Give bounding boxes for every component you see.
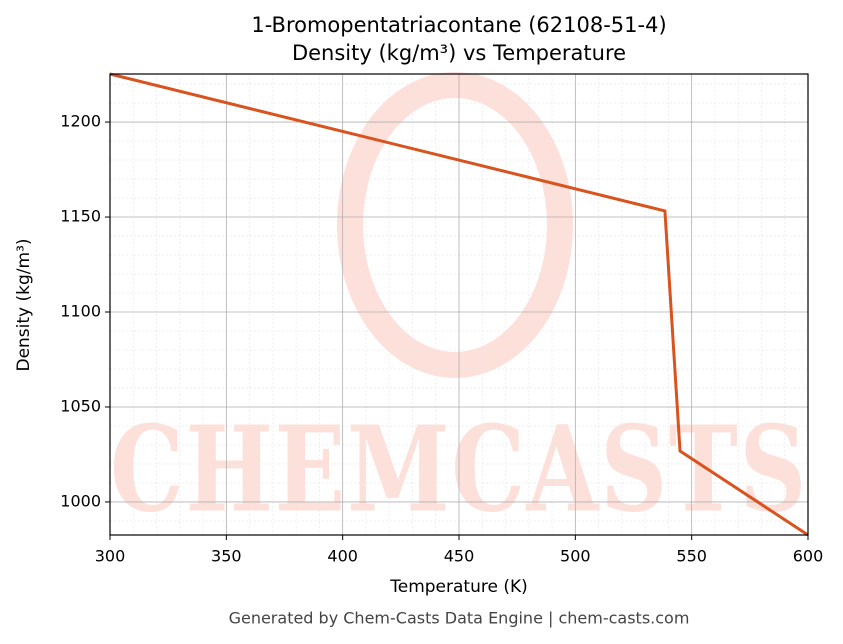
y-tick-label: 1100 [60, 302, 101, 321]
y-tick-label: 1000 [60, 491, 101, 510]
data-line [109, 72, 809, 537]
plot-frame [109, 73, 809, 536]
x-tick-label: 450 [444, 547, 475, 566]
y-axis-label: Density (kg/m³) [14, 238, 34, 371]
y-tick-label: 1150 [60, 207, 101, 226]
y-tick-label: 1050 [60, 396, 101, 415]
x-tick-label: 400 [327, 547, 358, 566]
x-tick-label: 350 [211, 547, 242, 566]
watermark-logo [337, 72, 573, 378]
x-tick-label: 500 [560, 547, 591, 566]
x-axis-label: Temperature (K) [389, 577, 528, 597]
y-tick-label: 1200 [60, 112, 101, 131]
x-tick-label: 550 [676, 547, 707, 566]
chart-title: 1-Bromopentatriacontane (62108-51-4) [251, 13, 666, 37]
x-tick-label: 300 [95, 547, 126, 566]
footer: Generated by Chem-Casts Data Engine | ch… [229, 609, 690, 628]
x-tick-label: 600 [793, 547, 824, 566]
chart-subtitle: Density (kg/m³) vs Temperature [292, 41, 626, 65]
